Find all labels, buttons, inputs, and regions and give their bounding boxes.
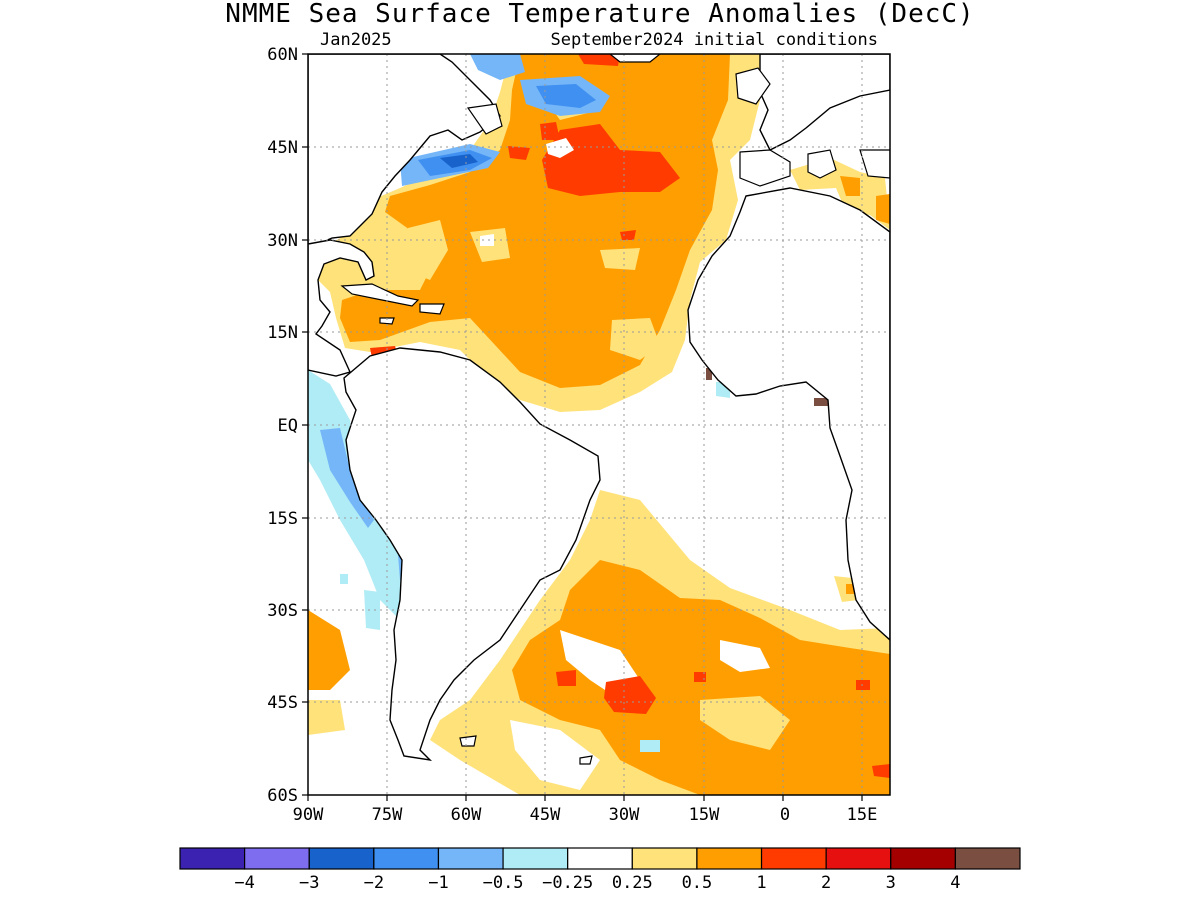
lat-tick-label: 15N: [267, 323, 298, 343]
lon-tick-label: 90W: [293, 805, 324, 825]
lat-tick-label: 60N: [267, 45, 298, 65]
lat-tick-label: 60S: [267, 786, 298, 806]
colorbar-swatch: [179, 847, 246, 870]
lon-tick-label: 75W: [372, 805, 403, 825]
map-plot-area: [308, 54, 890, 795]
colorbar-label: 4: [950, 873, 960, 893]
colorbar-label: −0.5: [483, 873, 524, 893]
map-gridlines: [308, 54, 890, 795]
subtitle-left: Jan2025: [320, 30, 392, 50]
lat-tick-label: 15S: [267, 509, 298, 529]
figure-title: NMME Sea Surface Temperature Anomalies (…: [225, 0, 974, 29]
lat-tick-label: EQ: [278, 416, 298, 436]
lat-tick-label: 30S: [267, 601, 298, 621]
lon-tick-label: 30W: [609, 805, 640, 825]
lon-tick-label: 60W: [451, 805, 482, 825]
colorbar-swatch: [825, 847, 892, 870]
lat-axis: 60N 45N 30N 15N EQ 15S 30S 45S 60S: [267, 45, 298, 806]
lon-tick-label: 15E: [847, 805, 878, 825]
colorbar-swatch: [954, 847, 1021, 870]
colorbar-swatch: [373, 847, 440, 870]
anomaly-area-nh-red: [542, 124, 680, 196]
colorbar-swatch: [631, 847, 698, 870]
lat-tick-label: 30N: [267, 231, 298, 251]
colorbar-label: 2: [821, 873, 831, 893]
land-europe: [759, 54, 890, 151]
lon-tick-label: 15W: [689, 805, 720, 825]
colorbar-label: −2: [364, 873, 384, 893]
colorbar-swatch: [437, 847, 504, 870]
colorbar-label: 0.25: [612, 873, 653, 893]
land-north-america: [308, 54, 501, 245]
lon-axis: 90W 75W 60W 45W 30W 15W 0 15E: [293, 805, 878, 825]
lon-tick-label: 0: [780, 805, 790, 825]
lon-tick-label: 45W: [530, 805, 561, 825]
land-africa: [687, 187, 890, 641]
land-south-america: [343, 347, 601, 762]
lat-tick-label: 45N: [267, 138, 298, 158]
colorbar-swatch: [502, 847, 569, 870]
lat-tick-label: 45S: [267, 693, 298, 713]
colorbar-swatch: [567, 847, 633, 870]
land-cuba: [340, 283, 420, 307]
colorbar-label: 0.5: [682, 873, 713, 893]
subtitle-right: September2024 initial conditions: [550, 30, 878, 50]
colorbar-swatch: [696, 847, 763, 870]
colorbar-label: −0.25: [542, 873, 593, 893]
colorbar-label: 1: [756, 873, 766, 893]
colorbar-labels: −4 −3 −2 −1 −0.5 −0.25 0.25 0.5 1 2 3 4: [234, 873, 960, 893]
colorbar-label: −3: [299, 873, 319, 893]
colorbar-label: 3: [886, 873, 896, 893]
colorbar-swatch: [244, 847, 310, 870]
colorbar-swatch: [760, 847, 827, 870]
colorbar-swatch: [890, 847, 956, 870]
colorbar: [179, 847, 1021, 870]
anomaly-area-cold-labrador: [470, 54, 525, 80]
anomaly-area-sh-red: [604, 676, 656, 714]
colorbar-swatch: [308, 847, 375, 870]
colorbar-label: −1: [428, 873, 448, 893]
colorbar-label: −4: [234, 873, 254, 893]
